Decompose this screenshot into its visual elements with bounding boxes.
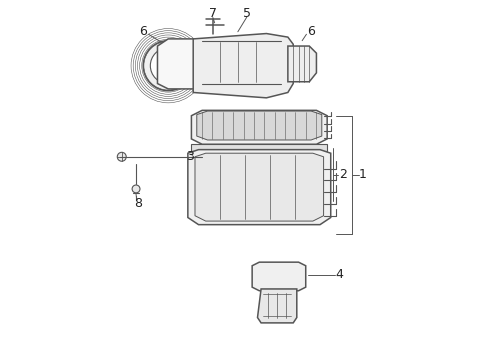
Polygon shape [188,150,331,225]
Text: 2: 2 [339,168,347,181]
Text: 6: 6 [139,25,147,38]
Text: 6: 6 [307,25,315,38]
Text: 3: 3 [186,150,194,163]
Text: 4: 4 [336,268,343,281]
Text: 1: 1 [359,168,367,181]
Text: 5: 5 [243,8,251,21]
Ellipse shape [143,41,193,91]
Polygon shape [157,39,200,89]
Polygon shape [193,33,293,98]
Text: 7: 7 [209,8,217,21]
Polygon shape [258,289,297,323]
Polygon shape [192,111,327,144]
Text: 8: 8 [134,197,142,210]
Ellipse shape [150,48,186,84]
Polygon shape [197,111,322,140]
Polygon shape [288,46,317,82]
Ellipse shape [117,152,126,161]
Polygon shape [252,262,306,291]
Ellipse shape [132,185,140,193]
Polygon shape [195,153,323,221]
Polygon shape [192,144,327,152]
